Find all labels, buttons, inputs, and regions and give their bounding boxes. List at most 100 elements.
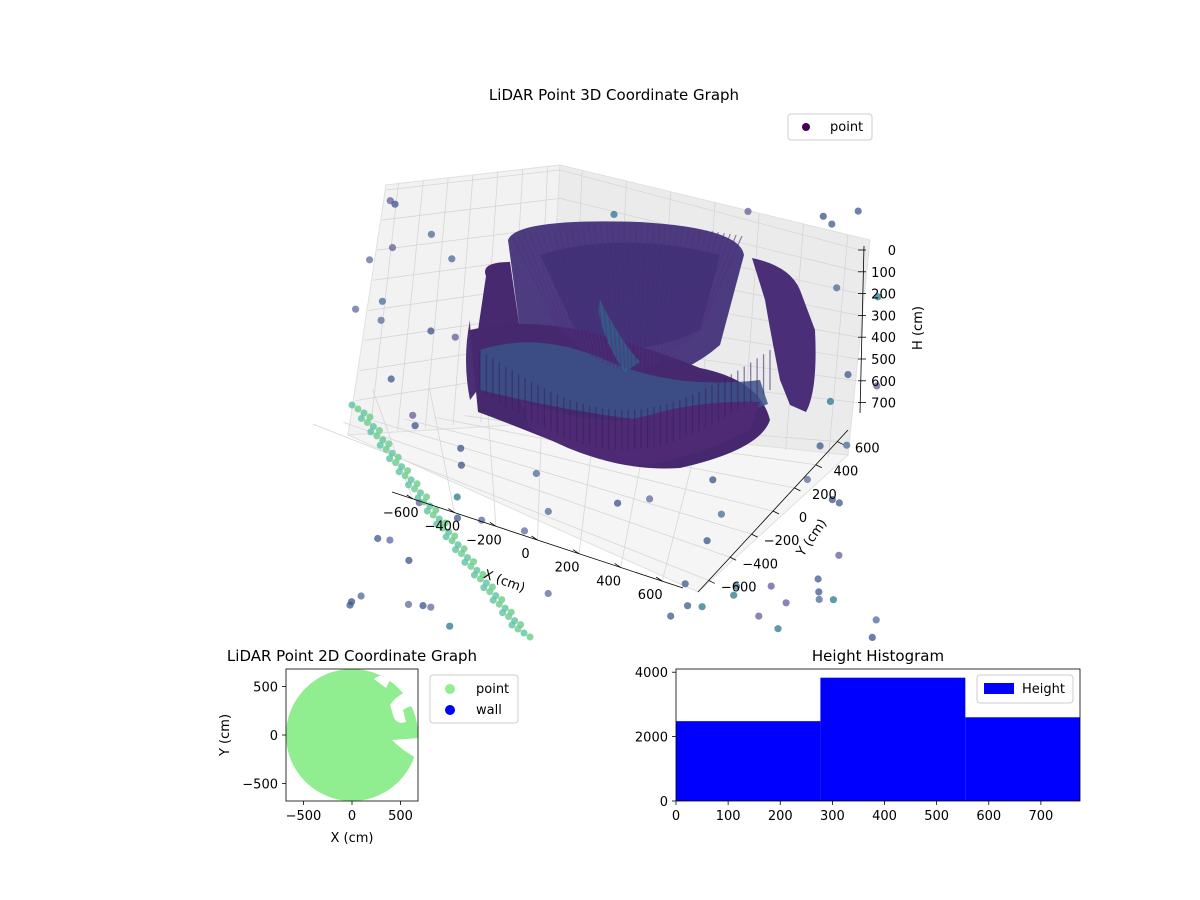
scatter2d-x-tick: 500 <box>388 809 413 824</box>
scatter3d-wall-rib <box>623 223 629 370</box>
scatter3d-point <box>376 441 384 449</box>
scatter3d-point <box>373 432 381 440</box>
scatter3d-wall-rib <box>523 233 568 337</box>
scatter3d-point <box>833 284 841 292</box>
scatter3d-point <box>782 599 790 607</box>
scatter3d-point <box>457 461 465 469</box>
x-tick-label: 0 <box>521 547 529 562</box>
scatter3d-point <box>815 588 823 596</box>
scatter3d-wall-rib <box>582 226 604 364</box>
scatter3d-point <box>401 472 409 480</box>
legend-label-wall: wall <box>476 703 502 718</box>
histogram-y-tick: 0 <box>660 795 668 810</box>
scatter3d-point <box>732 582 741 590</box>
scatter3d-wall-rib <box>552 229 586 352</box>
scatter2d-chart: LiDAR Point 2D Coordinate Graph −500 −500… <box>218 647 519 846</box>
y-tick-label: 200 <box>812 488 837 503</box>
scatter3d-point <box>354 405 362 413</box>
scatter2d-y-tick: 0 <box>270 729 278 744</box>
scatter3d-wall-rib <box>695 234 737 334</box>
scatter3d-point <box>610 210 618 218</box>
scatter3d-wall-rib <box>692 233 731 337</box>
scatter3d-point <box>385 440 393 448</box>
scatter3d-point <box>507 608 515 616</box>
scatter3d-wall-rib <box>688 232 725 340</box>
y-tick-label: −200 <box>764 534 800 549</box>
scatter3d-wall-rib <box>667 227 690 357</box>
z-tick-label: 600 <box>871 375 896 390</box>
histogram-x-tick: 400 <box>872 809 897 824</box>
scatter3d-point <box>454 541 462 549</box>
scatter3d-point <box>366 256 374 264</box>
scatter3d-point <box>427 603 435 611</box>
scatter3d-point <box>646 495 654 503</box>
scatter3d-point <box>453 514 462 522</box>
scatter3d-point <box>492 592 500 600</box>
legend-label-point: point <box>830 120 863 135</box>
scatter3d-point <box>451 333 459 341</box>
scatter3d-point <box>501 604 509 612</box>
scatter2d-x-tick: −500 <box>286 809 322 824</box>
scatter3d-wall-rib <box>564 227 593 357</box>
scatter3d-wall-rib <box>617 224 626 370</box>
x-tick-label: −600 <box>383 506 419 521</box>
scatter3d-point <box>681 580 689 588</box>
legend-marker-point <box>802 123 810 131</box>
x-tick-label: 400 <box>596 574 621 589</box>
histogram-legend: Height <box>976 674 1074 704</box>
histogram-x-tick: 200 <box>768 809 793 824</box>
histogram-x-tick: 100 <box>716 809 741 824</box>
scatter3d-point <box>520 527 529 535</box>
scatter3d-point <box>544 507 552 516</box>
scatter3d-point <box>427 327 435 335</box>
scatter3d-point <box>667 612 675 620</box>
scatter3d-z-axis: 0 100 200 300 400 500 600 700 H (cm) <box>858 244 926 414</box>
x-tick-label: −200 <box>466 533 502 548</box>
scatter3d-point <box>363 419 371 426</box>
scatter3d-near-points <box>348 401 534 641</box>
scatter3d-point <box>441 519 449 527</box>
scatter3d-chart: LiDAR Point 3D Coordinate Graph −600 −400… <box>312 86 926 642</box>
scatter3d-wall-rib <box>638 224 643 370</box>
scatter3d-point <box>386 455 394 463</box>
histogram-x-tick: 0 <box>672 809 680 824</box>
scatter3d-title: LiDAR Point 3D Coordinate Graph <box>489 86 739 104</box>
scatter3d-point <box>377 316 385 324</box>
scatter3d-wall-rib <box>699 235 743 331</box>
scatter3d-point <box>498 596 506 604</box>
scatter3d-point <box>375 427 383 434</box>
scatter3d-legend: point <box>787 113 873 141</box>
scatter2d-points <box>286 669 418 801</box>
scatter2d-y-tick: −500 <box>242 778 278 793</box>
z-tick-label: 100 <box>871 266 896 281</box>
scatter3d-point <box>374 534 382 543</box>
scatter3d-point <box>446 622 454 630</box>
scatter3d-point <box>448 255 456 263</box>
y-tick-label: −600 <box>721 580 757 595</box>
z-axis-label: H (cm) <box>911 306 926 350</box>
scatter3d-point <box>517 621 525 629</box>
scatter3d-wall-rib <box>588 225 608 365</box>
scatter3d-point <box>482 579 490 587</box>
scatter3d-wall-rib <box>546 230 583 349</box>
scatter3d-wall-rib <box>576 226 601 362</box>
scatter3d-point <box>520 629 528 637</box>
scatter3d-point <box>357 415 365 422</box>
scatter3d-point <box>470 558 477 566</box>
scatter3d-point <box>432 506 440 514</box>
scatter3d-point <box>816 442 824 450</box>
histogram-frame <box>675 668 1081 802</box>
z-tick-label: 200 <box>871 288 896 303</box>
y-tick-label: −400 <box>742 557 778 572</box>
scatter3d-wall-rib <box>529 232 572 340</box>
scatter3d-wall-rib <box>558 228 590 355</box>
scatter3d-wall-rib <box>593 225 611 367</box>
scatter3d-point <box>378 297 386 305</box>
legend-label-height: Height <box>1022 682 1065 697</box>
histogram-title: Height Histogram <box>812 647 944 665</box>
scatter3d-point <box>404 600 413 609</box>
scatter3d-point <box>774 625 782 633</box>
scatter3d-point <box>398 463 406 471</box>
scatter3d-point <box>407 476 415 484</box>
scatter3d-point <box>703 537 711 545</box>
